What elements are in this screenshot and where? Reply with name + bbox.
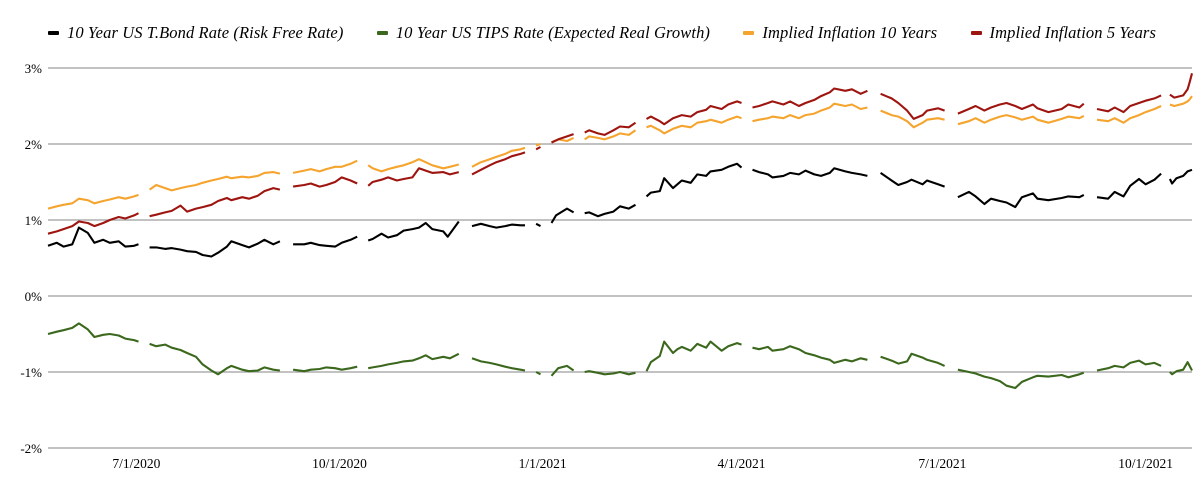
series-line-implied-inflation-10-years (292, 159, 358, 174)
legend-item: Implied Inflation 10 Years (743, 23, 937, 43)
series-line-implied-inflation-5-years (880, 92, 945, 120)
series-line-implied-inflation-10-years (47, 193, 139, 210)
x-axis-label: 7/1/2021 (918, 456, 967, 471)
series-line-implied-inflation-5-years (646, 100, 742, 126)
y-axis-label: 3% (24, 60, 42, 76)
series-line-10-year-us-tips-rate-expected-real-growth (752, 345, 868, 364)
series-line-implied-inflation-10-years (957, 114, 1085, 126)
series-line-implied-inflation-5-years (584, 121, 637, 136)
series-line-10-year-us-tips-rate-expected-real-growth (535, 371, 541, 376)
series-line-10-year-us-t-bond-rate-risk-free-rate (471, 222, 525, 229)
chart-legend: 10 Year US T.Bond Rate (Risk Free Rate) 1… (48, 22, 1156, 44)
legend-dash-icon (376, 31, 388, 35)
legend-item: 10 Year US T.Bond Rate (Risk Free Rate) (48, 23, 343, 43)
series-line-implied-inflation-10-years (752, 102, 868, 123)
x-axis-label: 10/1/2020 (312, 456, 367, 471)
series-line-10-year-us-t-bond-rate-risk-free-rate (1168, 168, 1193, 185)
legend-label: Implied Inflation 5 Years (989, 23, 1156, 42)
series-line-10-year-us-t-bond-rate-risk-free-rate (367, 220, 460, 242)
series-line-10-year-us-t-bond-rate-risk-free-rate (880, 172, 945, 188)
series-line-10-year-us-t-bond-rate-risk-free-rate (584, 203, 637, 218)
legend-label: 10 Year US TIPS Rate (Expected Real Grow… (395, 23, 711, 42)
series-line-implied-inflation-5-years (535, 146, 541, 151)
x-axis-label: 7/1/2020 (112, 456, 161, 471)
series-line-implied-inflation-5-years (149, 187, 281, 218)
series-line-implied-inflation-10-years (148, 171, 281, 192)
series-line-implied-inflation-5-years (1096, 94, 1162, 114)
legend-dash-icon (48, 31, 59, 35)
y-axis-label: 1% (24, 212, 42, 228)
series-line-10-year-us-tips-rate-expected-real-growth (645, 340, 742, 372)
series-line-10-year-us-tips-rate-expected-real-growth (471, 357, 526, 372)
series-line-10-year-us-tips-rate-expected-real-growth (47, 322, 139, 343)
y-axis-label: -1% (20, 364, 42, 380)
x-axis-label: 10/1/2021 (1118, 456, 1173, 471)
y-axis-label: 0% (24, 288, 42, 304)
series-line-implied-inflation-5-years (551, 133, 574, 144)
series-line-implied-inflation-10-years (367, 158, 460, 173)
series-line-implied-inflation-5-years (367, 167, 460, 187)
series-line-implied-inflation-10-years (1169, 95, 1193, 108)
series-line-10-year-us-tips-rate-expected-real-growth (880, 352, 946, 367)
series-line-implied-inflation-10-years (471, 146, 526, 168)
x-axis-label: 4/1/2021 (717, 456, 766, 471)
series-line-implied-inflation-10-years (1096, 105, 1162, 124)
series-line-10-year-us-t-bond-rate-risk-free-rate (535, 222, 541, 228)
series-line-implied-inflation-10-years (535, 143, 541, 147)
legend-item: Implied Inflation 5 Years (970, 23, 1156, 43)
series-line-10-year-us-tips-rate-expected-real-growth (292, 365, 358, 373)
series-line-implied-inflation-10-years (880, 109, 945, 129)
series-line-10-year-us-t-bond-rate-risk-free-rate (293, 235, 358, 248)
x-axis-label: 1/1/2021 (518, 456, 567, 471)
legend-dash-icon (970, 31, 982, 35)
series-line-10-year-us-tips-rate-expected-real-growth (957, 368, 1085, 390)
series-line-10-year-us-tips-rate-expected-real-growth (584, 370, 636, 376)
series-line-10-year-us-tips-rate-expected-real-growth (368, 352, 460, 370)
series-line-implied-inflation-10-years (584, 129, 637, 141)
series-line-10-year-us-tips-rate-expected-real-growth (550, 364, 575, 377)
series-line-10-year-us-t-bond-rate-risk-free-rate (645, 162, 743, 198)
series-line-10-year-us-tips-rate-expected-real-growth (149, 342, 281, 376)
series-line-implied-inflation-5-years (957, 101, 1085, 115)
series-line-10-year-us-t-bond-rate-risk-free-rate (1096, 172, 1162, 200)
y-axis-label: -2% (20, 440, 42, 456)
series-line-10-year-us-tips-rate-expected-real-growth (1096, 359, 1162, 372)
series-line-implied-inflation-5-years (47, 212, 139, 235)
series-line-10-year-us-tips-rate-expected-real-growth (1169, 361, 1193, 376)
series-line-implied-inflation-5-years (292, 176, 358, 188)
series-line-implied-inflation-5-years (1169, 73, 1194, 99)
series-line-10-year-us-t-bond-rate-risk-free-rate (957, 190, 1085, 209)
series-line-implied-inflation-10-years (646, 115, 742, 135)
series-line-10-year-us-t-bond-rate-risk-free-rate (550, 207, 575, 224)
legend-label: Implied Inflation 10 Years (762, 23, 938, 42)
series-line-10-year-us-t-bond-rate-risk-free-rate (47, 226, 139, 248)
y-axis-label: 2% (24, 136, 42, 152)
series-line-10-year-us-t-bond-rate-risk-free-rate (149, 238, 281, 258)
legend-dash-icon (743, 31, 755, 35)
series-line-10-year-us-t-bond-rate-risk-free-rate (752, 167, 868, 179)
legend-label: 10 Year US T.Bond Rate (Risk Free Rate) (67, 23, 344, 42)
series-line-implied-inflation-5-years (752, 87, 868, 109)
series-line-implied-inflation-5-years (471, 151, 526, 176)
legend-item: 10 Year US TIPS Rate (Expected Real Grow… (376, 23, 711, 43)
